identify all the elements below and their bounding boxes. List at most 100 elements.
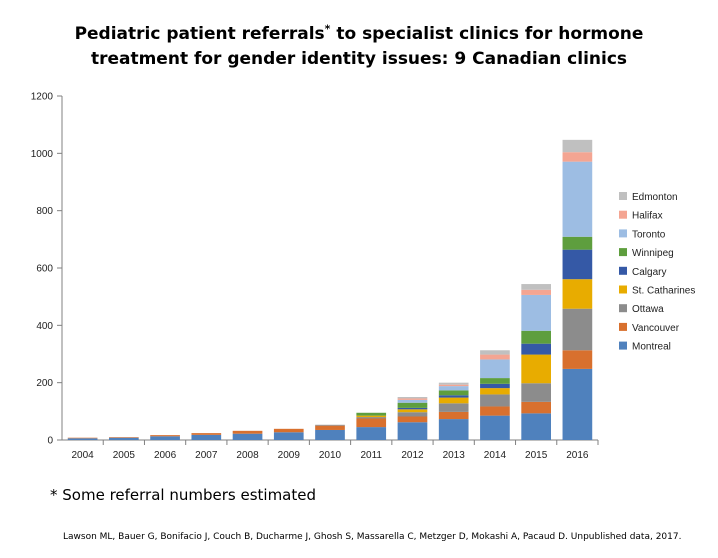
legend-swatch-montreal [619, 341, 627, 350]
bar-segment-montreal-2010 [315, 429, 345, 440]
bar-segment-vancouver-2004 [67, 437, 98, 439]
bar-segment-calgary-2016 [562, 249, 593, 280]
legend-swatch-vancouver [619, 322, 627, 331]
y-tick-label: 1200 [31, 92, 54, 103]
bar-segment-toronto-2012 [397, 399, 428, 403]
bar-segment-ottawa-2011 [356, 417, 387, 419]
bar-segment-st-catharines-2015 [521, 354, 551, 384]
bar-segment-edmonton-2015 [521, 284, 551, 290]
chart-axes: 0 200 400 600 800 1000 1200 [31, 92, 599, 447]
bar-segment-vancouver-2011 [356, 418, 387, 428]
bar-segment-winnipeg-2012 [397, 402, 428, 408]
bar-segment-ottawa-2013 [438, 403, 469, 412]
title-line1-main: Pediatric patient referrals [74, 24, 325, 44]
x-tick-label: 2004 [71, 450, 94, 461]
bar-segment-calgary-2013 [438, 395, 469, 398]
bar-segment-st-catharines-2013 [438, 397, 469, 404]
bar-segment-ottawa-2014 [480, 394, 510, 407]
bar-segment-winnipeg-2011 [356, 412, 387, 416]
title-asterisk: * [324, 22, 331, 36]
bar-segment-vancouver-2012 [397, 416, 428, 423]
y-tick-label: 0 [47, 436, 53, 447]
legend-label: Montreal [632, 342, 671, 353]
legend-swatch-calgary [619, 266, 627, 275]
legend-swatch-winnipeg [619, 248, 627, 257]
chart-title-line-2: treatment for gender identity issues: 9 … [90, 49, 628, 69]
footnote: * Some referral numbers estimated [50, 486, 317, 504]
bar-segment-calgary-2015 [521, 343, 551, 355]
x-tick-label: 2009 [278, 450, 301, 461]
legend-label: Calgary [632, 267, 666, 278]
bar-segment-halifax-2012 [397, 398, 428, 400]
bar-segment-halifax-2013 [438, 384, 469, 387]
title-line1-rest: to specialist clinics for hormone [330, 24, 644, 44]
chart-legend: Edmonton Halifax Toronto Winnipeg Calgary St.… [619, 192, 695, 353]
legend-swatch-halifax [619, 210, 627, 219]
bar-segment-st-catharines-2011 [356, 415, 387, 418]
legend-swatch-toronto [619, 229, 627, 238]
y-tick-label: 400 [36, 321, 53, 332]
x-tick-label: 2013 [443, 450, 466, 461]
bar-segment-st-catharines-2016 [562, 279, 593, 309]
bar-segment-montreal-2014 [480, 415, 510, 440]
legend-label: Toronto [632, 229, 666, 240]
bar-segment-vancouver-2016 [562, 350, 593, 369]
bar-segment-edmonton-2012 [397, 397, 428, 399]
citation: Lawson ML, Bauer G, Bonifacio J, Couch B… [63, 532, 682, 542]
bar-segment-vancouver-2009 [273, 428, 304, 433]
bar-segment-ottawa-2010 [315, 424, 345, 426]
legend-label: Edmonton [632, 192, 678, 203]
chart-title-line-1: Pediatric patient referrals* to speciali… [0, 22, 718, 47]
bar-segment-vancouver-2010 [315, 425, 345, 430]
bar-segment-montreal-2016 [562, 368, 593, 440]
x-tick-label: 2011 [360, 450, 382, 461]
x-tick-label: 2012 [401, 450, 424, 461]
bar-segment-vancouver-2008 [232, 430, 263, 434]
bar-segment-vancouver-2015 [521, 401, 551, 414]
bar-segment-montreal-2013 [438, 419, 469, 440]
bar-segment-winnipeg-2014 [480, 378, 510, 384]
bar-segment-toronto-2013 [438, 386, 469, 391]
bar-segment-montreal-2008 [232, 433, 263, 440]
bar-segment-montreal-2009 [273, 432, 304, 440]
legend-swatch-ottawa [619, 304, 627, 313]
legend-label: Halifax [632, 211, 663, 222]
legend-label: Ottawa [632, 304, 664, 315]
bar-segment-edmonton-2013 [438, 382, 469, 385]
y-tick-label: 200 [36, 378, 53, 389]
x-tick-label: 2015 [525, 450, 548, 461]
y-tick-label: 800 [36, 206, 53, 217]
x-tick-label: 2008 [236, 450, 259, 461]
legend-label: Winnipeg [632, 248, 674, 259]
bar-segment-halifax-2016 [562, 152, 593, 162]
bar-segment-montreal-2005 [109, 437, 139, 440]
bar-segment-vancouver-2006 [150, 435, 180, 437]
bar-segment-winnipeg-2016 [562, 236, 593, 250]
bar-segment-vancouver-2014 [480, 406, 510, 416]
legend-swatch-edmonton [619, 192, 627, 200]
bar-segment-edmonton-2016 [562, 139, 593, 153]
bar-segment-ottawa-2012 [397, 412, 428, 417]
y-tick-label: 1000 [31, 149, 54, 160]
bar-segment-vancouver-2005 [109, 437, 139, 438]
bar-segment-montreal-2012 [397, 422, 428, 440]
bar-segment-toronto-2015 [521, 294, 551, 331]
bar-segment-calgary-2012 [397, 407, 428, 410]
bar-segment-winnipeg-2013 [438, 390, 469, 396]
bar-segment-vancouver-2007 [191, 433, 222, 435]
bar-segment-st-catharines-2012 [397, 409, 428, 413]
bar-segment-winnipeg-2015 [521, 330, 551, 344]
bar-segment-toronto-2014 [480, 359, 510, 379]
legend-swatch-st-catharines [619, 285, 627, 294]
y-tick-label: 600 [36, 264, 53, 275]
x-tick-label: 2005 [113, 450, 136, 461]
x-tick-label: 2014 [484, 450, 507, 461]
chart-title: Pediatric patient referrals* to speciali… [0, 22, 718, 72]
chart-bars [67, 139, 593, 440]
bar-segment-st-catharines-2014 [480, 388, 510, 395]
bar-segment-montreal-2007 [191, 434, 222, 440]
x-tick-label: 2010 [319, 450, 342, 461]
bar-segment-montreal-2004 [67, 438, 98, 440]
bar-segment-montreal-2015 [521, 413, 551, 440]
